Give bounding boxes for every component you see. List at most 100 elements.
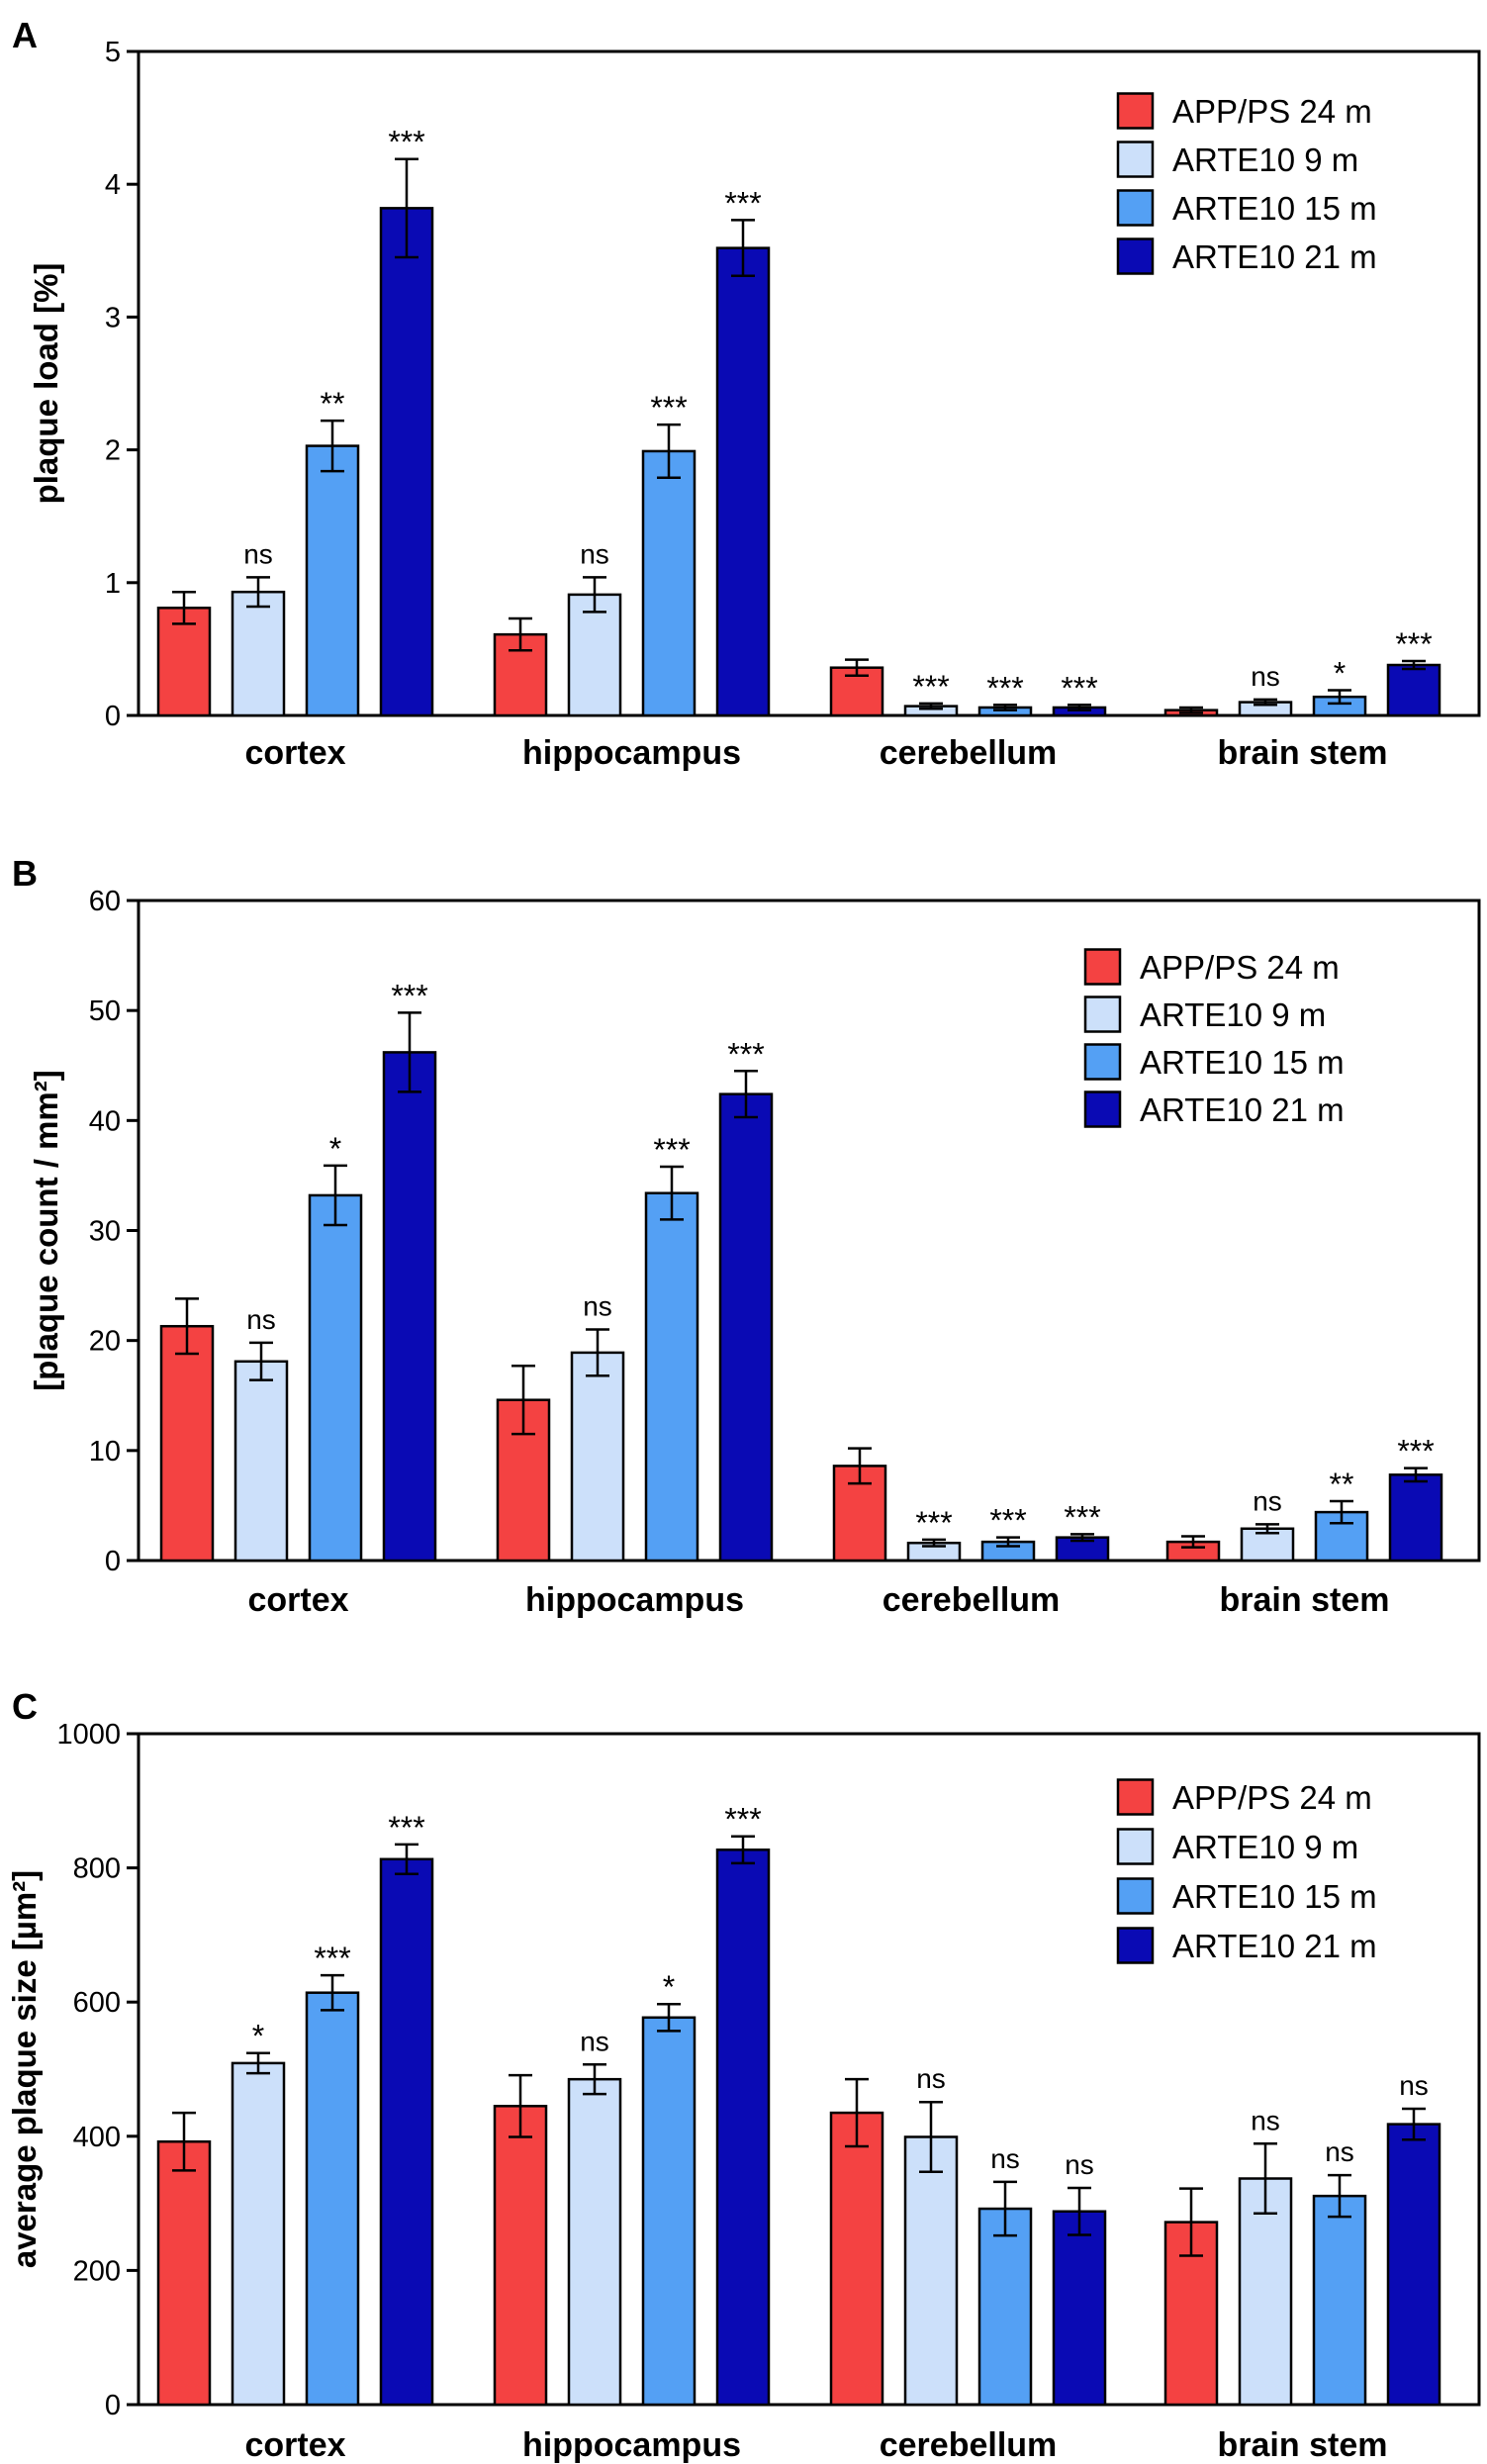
- significance-label: *: [1334, 656, 1346, 692]
- significance-label: ***: [650, 390, 687, 426]
- bar: [382, 1051, 437, 1563]
- significance-label: ns: [1253, 1485, 1282, 1516]
- bar: [1052, 2210, 1107, 2407]
- bar: [570, 1351, 625, 1563]
- y-tick-label: 600: [73, 1987, 121, 2019]
- bar: [1312, 2194, 1367, 2407]
- significance-label: ns: [990, 2143, 1020, 2174]
- significance-label: ***: [388, 125, 424, 160]
- y-tick-label: 30: [89, 1216, 121, 1248]
- legend-swatch: [1083, 948, 1122, 986]
- legend-swatch: [1116, 237, 1155, 275]
- y-tick-label: 4: [105, 169, 121, 201]
- bar: [1386, 663, 1441, 717]
- significance-label: ***: [724, 185, 761, 221]
- legend-swatch: [1083, 1043, 1122, 1081]
- y-axis-label: plaque load [%]: [28, 263, 64, 505]
- y-tick-label: 50: [89, 995, 121, 1027]
- bar: [1238, 2177, 1293, 2407]
- significance-label: ns: [1251, 2105, 1280, 2135]
- bar: [305, 1991, 360, 2407]
- y-tick-label: 0: [105, 701, 121, 732]
- legend-swatch: [1116, 1828, 1155, 1865]
- y-tick-label: 10: [89, 1436, 121, 1468]
- bar: [231, 590, 286, 717]
- legend-entry: APP/PS 24 m: [1140, 949, 1340, 986]
- y-tick-label: 60: [89, 886, 121, 917]
- legend-swatch: [1116, 189, 1155, 227]
- category-label: cortex: [247, 1581, 348, 1619]
- y-tick-label: 3: [105, 302, 121, 333]
- legend-entry: ARTE10 21 m: [1140, 1091, 1345, 1128]
- significance-label: **: [1330, 1467, 1354, 1502]
- category-label: cortex: [244, 734, 345, 772]
- y-tick-label: 5: [105, 37, 121, 68]
- significance-label: ***: [986, 670, 1023, 706]
- legend-entry: ARTE10 9 m: [1172, 1829, 1358, 1865]
- significance-label: ***: [1061, 670, 1097, 706]
- significance-label: ***: [727, 1036, 764, 1072]
- bar: [718, 1092, 774, 1563]
- legend-swatch: [1116, 141, 1155, 178]
- category-label: cortex: [244, 2426, 345, 2464]
- significance-label: ns: [580, 538, 609, 569]
- legend-swatch: [1083, 995, 1122, 1033]
- y-tick-label: 20: [89, 1326, 121, 1358]
- bar: [829, 2111, 884, 2407]
- plot-frame: [137, 1732, 1481, 2407]
- y-tick-label: 2: [105, 435, 121, 467]
- bar: [641, 2016, 697, 2407]
- category-label: brain stem: [1218, 734, 1388, 772]
- legend-entry: ARTE10 15 m: [1172, 1878, 1377, 1915]
- significance-label: ns: [1325, 2136, 1354, 2167]
- category-label: cerebellum: [883, 1581, 1061, 1619]
- significance-label: ns: [916, 2063, 946, 2094]
- bar: [1388, 1473, 1443, 1563]
- y-tick-label: 40: [89, 1105, 121, 1137]
- bar: [903, 2135, 959, 2407]
- bar: [305, 444, 360, 717]
- bar: [159, 1324, 215, 1563]
- significance-label: ***: [314, 1941, 350, 1976]
- legend: APP/PS 24 m ARTE10 9 m ARTE10 15 m ARTE10 2…: [1116, 1778, 1377, 1964]
- bar: [231, 2061, 286, 2407]
- legend: APP/PS 24 m ARTE10 9 m ARTE10 15 m ARTE10 2…: [1116, 92, 1377, 275]
- significance-label: ns: [1251, 661, 1280, 692]
- significance-label: ***: [989, 1503, 1026, 1539]
- significance-label: ***: [1397, 1434, 1434, 1469]
- significance-label: ***: [1395, 626, 1432, 662]
- bar: [644, 1191, 699, 1563]
- significance-label: ***: [388, 1810, 424, 1846]
- legend-entry: ARTE10 15 m: [1140, 1044, 1345, 1081]
- bar: [977, 2207, 1033, 2407]
- significance-label: ***: [1064, 1499, 1100, 1535]
- category-label: cerebellum: [880, 734, 1058, 772]
- y-tick-label: 0: [105, 2390, 121, 2421]
- significance-label: ns: [1399, 2070, 1429, 2101]
- significance-label: ***: [653, 1132, 690, 1168]
- chart-panel-b: B[plaque count / mm²]0102030405060ns****…: [12, 853, 1481, 1619]
- y-tick-label: 400: [73, 2122, 121, 2153]
- bar: [1386, 2123, 1441, 2407]
- bar: [379, 1857, 434, 2407]
- significance-label: ns: [246, 1304, 276, 1335]
- significance-label: ***: [912, 669, 949, 705]
- y-tick-label: 1000: [56, 1719, 121, 1751]
- legend-swatch: [1116, 92, 1155, 130]
- legend-swatch: [1116, 1877, 1155, 1915]
- bar: [379, 207, 434, 717]
- significance-label: ns: [243, 538, 273, 569]
- significance-label: ns: [583, 1291, 612, 1322]
- legend-entry: APP/PS 24 m: [1172, 1779, 1372, 1816]
- significance-label: ***: [724, 1802, 761, 1838]
- legend-entry: ARTE10 15 m: [1172, 190, 1377, 227]
- significance-label: *: [663, 1969, 675, 2005]
- legend-swatch: [1116, 1778, 1155, 1816]
- bar: [233, 1360, 289, 1563]
- category-label: hippocampus: [525, 1581, 744, 1619]
- panel-letter: C: [12, 1686, 38, 1727]
- legend-entry: ARTE10 9 m: [1140, 996, 1326, 1033]
